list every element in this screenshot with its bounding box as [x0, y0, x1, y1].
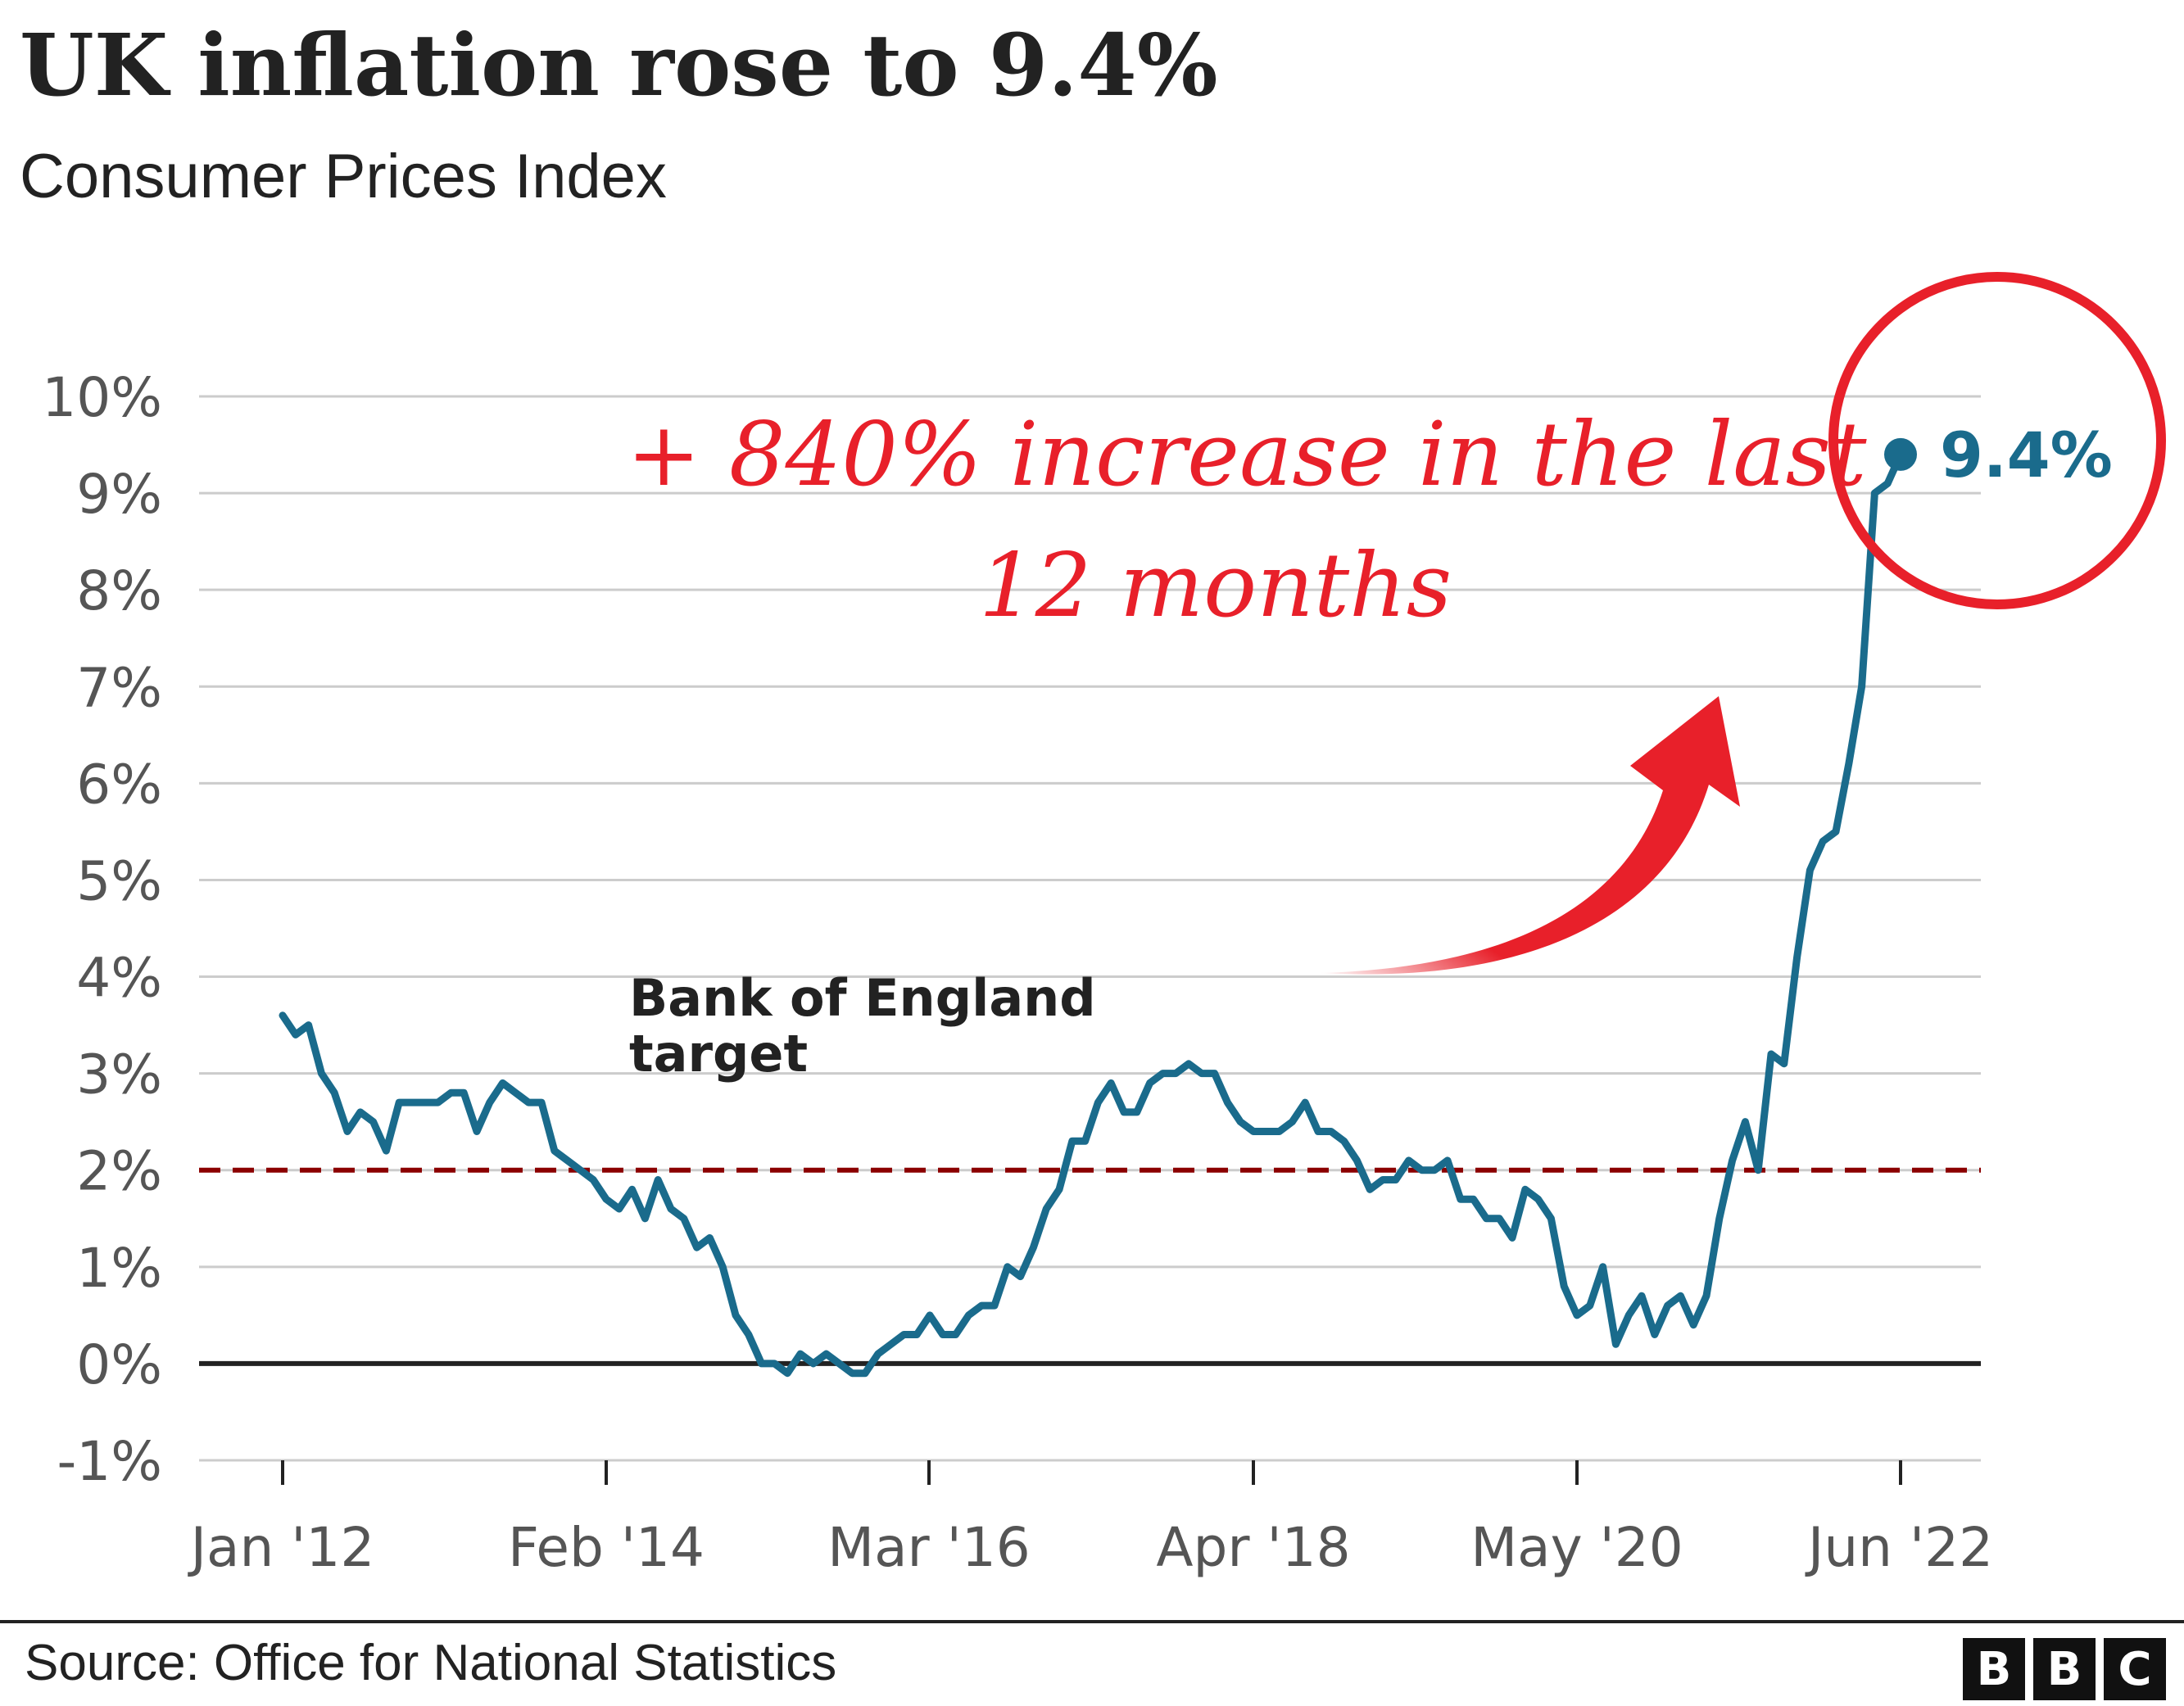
- logo-letter: B: [2033, 1638, 2096, 1700]
- y-tick-label: 9%: [76, 463, 162, 526]
- end-point-marker: [1884, 437, 1917, 471]
- logo-letter: B: [1963, 1638, 2025, 1700]
- y-tick-label: 4%: [76, 947, 162, 1010]
- annotation-line: 12 months: [979, 535, 1452, 637]
- y-tick-label: 5%: [76, 849, 162, 912]
- x-tick-label: Jan '12: [188, 1516, 375, 1579]
- y-tick-label: 1%: [76, 1237, 162, 1300]
- y-tick-label: 0%: [76, 1333, 162, 1396]
- x-tick-label: Apr '18: [1156, 1516, 1350, 1579]
- source-note: Source: Office for National Statistics: [25, 1635, 837, 1691]
- chart-title: UK inflation rose to 9.4%: [20, 15, 1218, 115]
- target-label: target: [629, 1024, 808, 1084]
- y-tick-label: 3%: [76, 1043, 162, 1106]
- logo-letter: C: [2104, 1638, 2166, 1700]
- y-tick-label: 6%: [76, 753, 162, 816]
- y-tick-label: 7%: [76, 656, 162, 719]
- x-tick-label: May '20: [1470, 1516, 1683, 1579]
- x-tick-label: Feb '14: [508, 1516, 705, 1579]
- y-tick-label: 8%: [76, 559, 162, 622]
- y-tick-label: 10%: [42, 366, 162, 429]
- target-label: Bank of England: [629, 968, 1096, 1028]
- footer-divider: [0, 1620, 2184, 1623]
- y-tick-label: 2%: [76, 1140, 162, 1203]
- cpi-series-line: [279, 450, 1905, 1378]
- x-tick-label: Mar '16: [827, 1516, 1031, 1579]
- x-tick-label: Jun '22: [1805, 1516, 1993, 1579]
- bbc-logo: B B C: [1963, 1638, 2166, 1700]
- red-arrow-icon: [1319, 696, 1740, 975]
- highlight-circle: [1828, 272, 2166, 609]
- end-value-label: 9.4%: [1940, 419, 2113, 491]
- y-tick-label: -1%: [57, 1430, 162, 1493]
- line-chart: 10% 9% 8% 7% 6% 5% 4% 3% 2% 1% 0% -1% Jan '12 Feb '1…: [42, 272, 2166, 1579]
- chart-subtitle: Consumer Prices Index: [20, 142, 667, 211]
- annotation-line: + 840% increase in the last: [627, 404, 1867, 506]
